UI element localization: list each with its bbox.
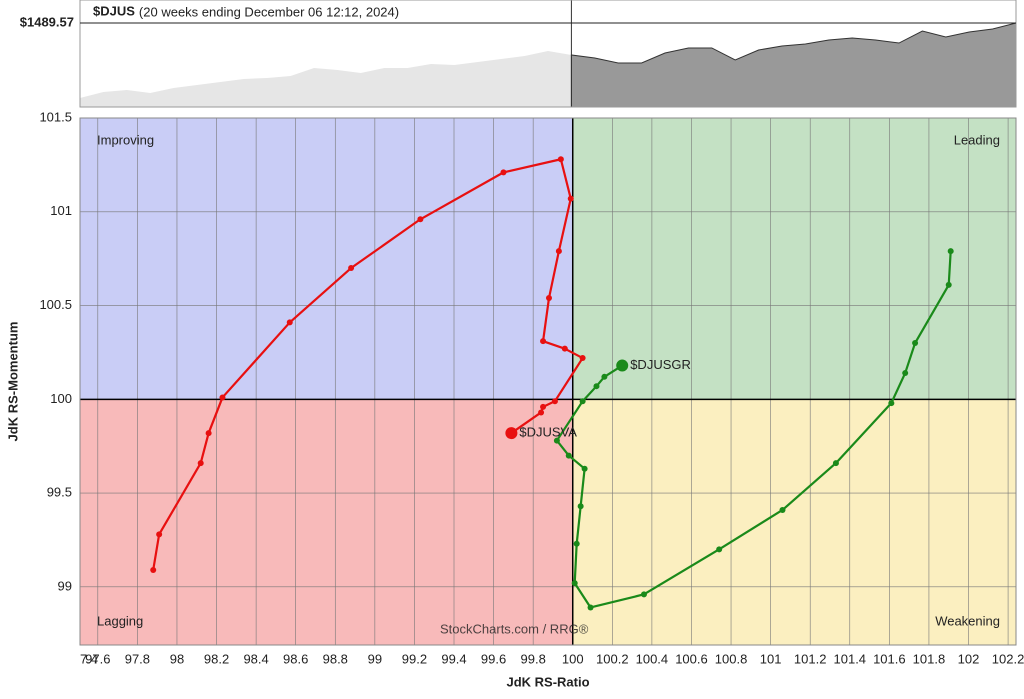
tail-point	[219, 394, 226, 401]
tail-point	[551, 398, 558, 405]
tail-point	[573, 540, 580, 547]
x-tick-label: 98	[170, 651, 184, 666]
tail-point	[553, 437, 560, 444]
tail-point	[565, 452, 572, 459]
tail-point	[779, 506, 786, 513]
x-tick-label: 99.6	[481, 651, 506, 666]
series-label: $DJUSGR	[630, 357, 691, 372]
tail-point	[716, 546, 723, 553]
price-reference-label: $1489.57	[20, 14, 74, 29]
y-tick-label: 99	[58, 578, 72, 593]
tail-point	[156, 531, 163, 538]
price-panel-frame	[79, 0, 1017, 108]
tail-point	[587, 604, 594, 611]
tail-point	[601, 373, 608, 380]
y-tick-label: 99.5	[47, 485, 72, 500]
tail-point	[579, 355, 586, 362]
x-tick-label: 102	[958, 651, 980, 666]
tail-point	[567, 195, 574, 202]
series-label: $DJUSVA	[519, 425, 577, 440]
quadrant-label: Improving	[97, 132, 154, 147]
price-area-recent	[570, 22, 1017, 108]
x-tick-label: 101.6	[873, 651, 906, 666]
tail-point	[417, 216, 424, 223]
x-tick-label: 101.8	[913, 651, 946, 666]
tail-point	[557, 156, 564, 163]
x-tick-label: 101.4	[834, 651, 867, 666]
x-tick-label: 100.6	[675, 651, 708, 666]
quadrant	[572, 118, 1016, 400]
tail-head	[616, 359, 629, 372]
y-axis-label: JdK RS-Momentum	[5, 322, 20, 442]
y-tick-label: 101	[50, 203, 72, 218]
x-tick-label: 100.2	[596, 651, 629, 666]
tail-point	[348, 265, 355, 272]
tail-point	[540, 403, 547, 410]
quadrant	[572, 399, 1016, 645]
tail-point	[545, 295, 552, 302]
tail-point	[561, 345, 568, 352]
tail-point	[577, 503, 584, 510]
tail-point	[888, 400, 895, 407]
price-area	[80, 50, 572, 107]
y-tick-label: 101.5	[39, 109, 72, 124]
x-tick-label: 100	[562, 651, 584, 666]
x-tick-label: 100.8	[715, 651, 748, 666]
tail-point	[197, 460, 204, 467]
tail-point	[540, 338, 547, 345]
x-tick-label: 98.6	[283, 651, 308, 666]
x-tick-label: 99.8	[521, 651, 546, 666]
x-tick-label: 97.6	[85, 651, 110, 666]
x-tick-label: 98.4	[243, 651, 268, 666]
tail-point	[150, 566, 157, 573]
x-tick-label: 99	[368, 651, 382, 666]
tail-point	[581, 465, 588, 472]
tail-point	[640, 591, 647, 598]
x-tick-label: 102.2	[992, 651, 1024, 666]
tail-point	[947, 248, 954, 255]
quadrant	[80, 399, 573, 645]
tail-point	[571, 580, 578, 587]
x-tick-label: 98.8	[323, 651, 348, 666]
x-tick-label: 97.8	[125, 651, 150, 666]
x-tick-label: 101.2	[794, 651, 827, 666]
quadrant	[80, 118, 573, 400]
y-tick-label: 100.5	[39, 297, 72, 312]
x-tick-label: 98.2	[204, 651, 229, 666]
quadrant-label: Leading	[954, 132, 1000, 147]
quadrant-label: Weakening	[935, 613, 1000, 628]
tail-point	[945, 281, 952, 288]
tail-point	[832, 460, 839, 467]
tail-point	[912, 340, 919, 347]
tail-point	[538, 409, 545, 416]
tail-line	[555, 251, 952, 609]
tail-point	[555, 248, 562, 255]
tail-point	[579, 398, 586, 405]
x-tick-label: 99.4	[441, 651, 466, 666]
x-axis-label: JdK RS-Ratio	[506, 674, 589, 689]
y-tick-label: 100	[50, 391, 72, 406]
tail-point	[286, 319, 293, 326]
x-tick-label: 7.4	[80, 651, 98, 666]
tail-point	[500, 169, 507, 176]
chart-subtitle: (20 weeks ending December 06 12:12, 2024…	[139, 4, 399, 19]
tail-head	[505, 427, 518, 440]
x-tick-label: 100.4	[636, 651, 669, 666]
tail-point	[593, 383, 600, 390]
tail-point	[902, 370, 909, 377]
watermark: StockCharts.com / RRG®	[440, 621, 589, 636]
x-tick-label: 101	[760, 651, 782, 666]
plot: StockCharts.com / RRG®	[80, 118, 1016, 645]
x-tick-label: 99.2	[402, 651, 427, 666]
plot-frame	[79, 117, 1017, 646]
tail-point	[205, 430, 212, 437]
quadrant-label: Lagging	[97, 613, 143, 628]
chart-title: $DJUS	[93, 3, 135, 18]
tail-line	[152, 158, 584, 571]
